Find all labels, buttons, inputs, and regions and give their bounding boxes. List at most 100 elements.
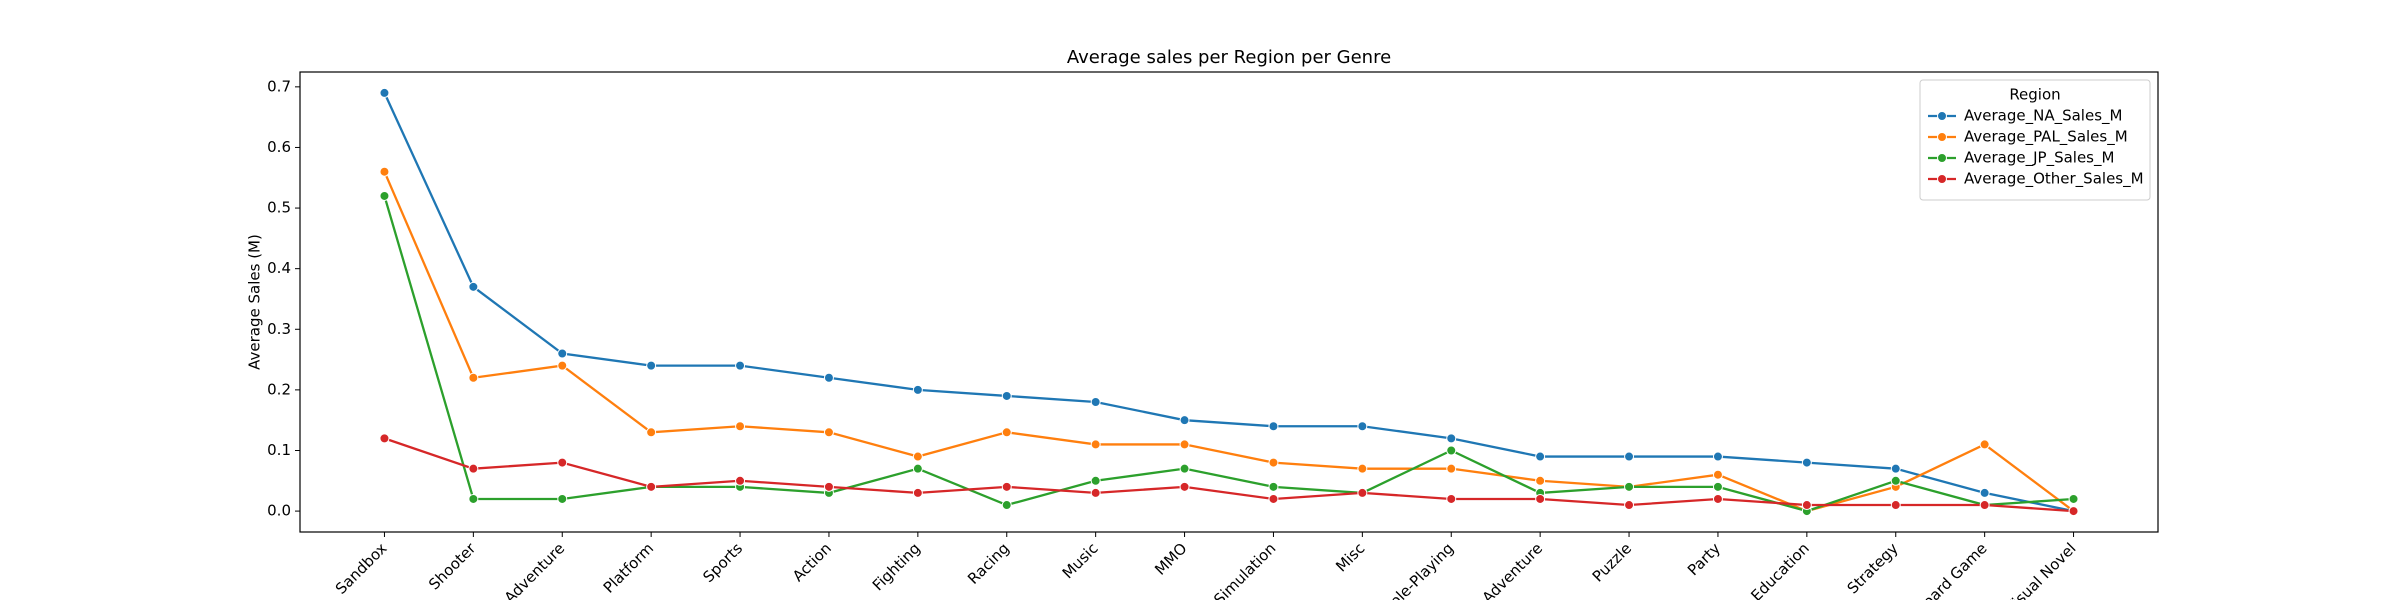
point — [1535, 493, 1546, 504]
point — [1446, 445, 1457, 456]
point — [2068, 506, 2079, 517]
chart-title: Average sales per Region per Genre — [1067, 47, 1391, 68]
point — [1268, 457, 1279, 468]
point — [1979, 487, 1990, 498]
legend-label: Average_JP_Sales_M — [1964, 149, 2114, 168]
point — [1268, 421, 1279, 432]
point — [735, 475, 746, 486]
point — [1001, 481, 1012, 492]
point — [735, 421, 746, 432]
y-tick-label: 0.1 — [267, 441, 291, 459]
point — [1712, 469, 1723, 480]
x-tick-label: Shooter — [425, 539, 480, 594]
point — [379, 166, 390, 177]
point — [1446, 493, 1457, 504]
point — [912, 384, 923, 395]
point — [1624, 481, 1635, 492]
point — [557, 457, 568, 468]
x-tick-label: Racing — [964, 539, 1013, 588]
point — [1890, 500, 1901, 511]
point — [1090, 439, 1101, 450]
x-tick-label: Action — [789, 539, 835, 585]
point — [2068, 493, 2079, 504]
point — [823, 481, 834, 492]
y-tick-label: 0.2 — [267, 380, 291, 398]
x-tick-label: Music — [1059, 539, 1102, 582]
y-axis-label: Average Sales (M) — [246, 234, 264, 370]
point — [1979, 500, 1990, 511]
x-tick-label: Board Game — [1912, 539, 1991, 600]
legend-label: Average_Other_Sales_M — [1964, 170, 2144, 189]
point — [468, 463, 479, 474]
legend-marker — [1937, 153, 1947, 163]
x-tick-label: Party — [1684, 539, 1724, 579]
series-line — [384, 437, 2074, 513]
point — [1001, 427, 1012, 438]
point — [646, 427, 657, 438]
y-tick-label: 0.6 — [267, 138, 291, 156]
x-tick-label: Action-Adventure — [464, 539, 568, 600]
point — [1090, 487, 1101, 498]
point — [1090, 397, 1101, 407]
point — [379, 87, 390, 98]
point — [1890, 475, 1901, 486]
point — [1890, 463, 1901, 474]
y-tick-label: 0.0 — [267, 502, 291, 520]
point — [646, 360, 657, 371]
point — [1179, 415, 1190, 426]
point — [1801, 457, 1812, 468]
x-tick-label: Strategy — [1844, 539, 1902, 597]
point — [1179, 463, 1190, 474]
x-tick-label: MMO — [1151, 539, 1190, 578]
legend-marker — [1937, 111, 1947, 121]
y-tick-label: 0.4 — [267, 259, 291, 277]
point — [379, 433, 390, 444]
point — [1001, 500, 1012, 511]
point — [1179, 439, 1190, 450]
legend-label: Average_NA_Sales_M — [1964, 107, 2122, 126]
point — [1001, 390, 1012, 401]
legend-title: Region — [2009, 86, 2060, 104]
x-tick-label: Role-Playing — [1379, 539, 1457, 600]
point — [1446, 463, 1457, 474]
point — [823, 372, 834, 383]
point — [557, 493, 568, 504]
point — [1090, 475, 1101, 486]
point — [1624, 500, 1635, 511]
y-tick-label: 0.3 — [267, 320, 291, 338]
point — [1712, 481, 1723, 492]
x-tick-label: Fighting — [869, 539, 924, 594]
point — [1535, 475, 1546, 486]
point — [1357, 487, 1368, 498]
plot-frame — [299, 71, 2159, 533]
x-tick-label: Misc — [1332, 539, 1368, 575]
point — [1357, 463, 1368, 474]
point — [1801, 500, 1812, 511]
x-tick-label: Adventure — [1479, 539, 1547, 600]
series-line — [383, 171, 2075, 513]
point — [1268, 493, 1279, 504]
x-tick-label: Puzzle — [1589, 539, 1635, 585]
point — [823, 427, 834, 438]
point — [735, 360, 746, 371]
point — [557, 348, 568, 359]
legend-marker — [1937, 132, 1947, 142]
point — [1446, 433, 1457, 444]
legend-box — [1919, 79, 2151, 201]
point — [1179, 481, 1190, 492]
point — [468, 281, 479, 292]
point — [468, 493, 479, 504]
point — [1268, 481, 1279, 492]
point — [1535, 451, 1546, 462]
y-tick-label: 0.5 — [267, 199, 291, 217]
point — [1712, 493, 1723, 504]
x-tick-label: Sports — [699, 539, 746, 586]
point — [557, 360, 568, 371]
series-line — [383, 92, 2074, 513]
point — [912, 463, 923, 474]
x-tick-label: Platform — [600, 539, 657, 596]
point — [468, 372, 479, 383]
point — [1357, 421, 1368, 432]
